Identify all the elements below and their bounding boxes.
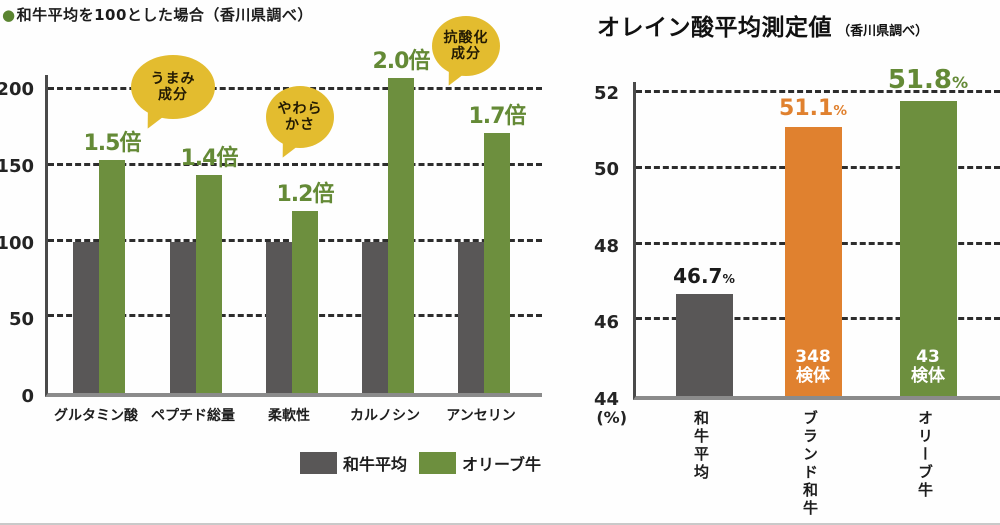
y-tick-label: 200 xyxy=(0,79,34,101)
legend-swatch xyxy=(419,452,457,474)
right-y-axis-ticks: 52 50 48 46 44 xyxy=(585,82,625,410)
legend-label: オリーブ牛 xyxy=(462,455,542,474)
bubble-text-line: 成分 xyxy=(451,46,481,62)
left-chart-panel: ●和牛平均を100とした場合（香川県調べ） 200 150 100 50 0 1.5倍 1… xyxy=(0,0,565,525)
bar-group-3: 1.2倍 xyxy=(266,75,334,393)
right-chart-panel: オレイン酸平均測定値 （香川県調べ） 52 50 48 46 44 46.7% 348 検体… xyxy=(585,0,1000,523)
right-chart-title: オレイン酸平均測定値 （香川県調べ） xyxy=(597,8,928,42)
y-tick-label: 52 xyxy=(593,82,619,104)
right-plot-area: 46.7% 348 検体 51.1% 43 検体 51.8% xyxy=(633,65,1000,400)
right-x-axis-labels: 和牛平均 ブランド和牛 オリーブ牛 xyxy=(633,408,1000,523)
gridline-52 xyxy=(636,90,1000,94)
right-chart-title-text: オレイン酸平均測定値 xyxy=(597,15,832,41)
sample-count-line: 348 xyxy=(795,346,831,367)
green-bullet-icon: ● xyxy=(2,6,16,24)
olive-beef-bar xyxy=(484,132,510,393)
left-x-axis-labels: グルタミン酸 ペプチド総量 柔軟性 カルノシン アンセリン xyxy=(45,405,542,427)
x-axis-label: ペプチド総量 xyxy=(151,408,235,424)
gridline-150 xyxy=(48,162,542,166)
sample-count-line: 検体 xyxy=(796,366,830,387)
speech-bubble: やわら かさ xyxy=(266,86,334,148)
wagyu-average-bar xyxy=(362,241,388,393)
x-axis-label-vertical: 和牛平均 xyxy=(692,410,710,482)
y-tick-label: 150 xyxy=(0,156,34,177)
bar-multiplier-label: 1.4倍 xyxy=(180,145,239,171)
bubble-text-line: かさ xyxy=(285,117,315,133)
legend-swatch xyxy=(300,452,337,474)
olive-beef-bar xyxy=(292,211,318,393)
x-axis-label-vertical: オリーブ牛 xyxy=(916,410,934,500)
measured-value-bar-1 xyxy=(675,293,733,396)
y-tick-label: 100 xyxy=(0,232,34,254)
bar-value-label: 46.7% xyxy=(644,264,764,288)
left-y-axis-ticks: 200 150 100 50 0 xyxy=(0,75,40,407)
wagyu-average-bar xyxy=(170,241,196,393)
value-number: 51.1 xyxy=(779,96,834,122)
percent-sign: % xyxy=(833,103,847,120)
olive-beef-bar xyxy=(196,174,222,393)
x-axis-label: グルタミン酸 xyxy=(54,408,138,424)
y-tick-label: 0 xyxy=(21,386,34,407)
sample-count-line: 検体 xyxy=(911,366,945,387)
bar-multiplier-label: 1.2倍 xyxy=(276,182,335,208)
left-chart-title-text: 和牛平均を100とした場合（香川県調べ） xyxy=(16,6,313,24)
y-tick-label: 46 xyxy=(593,312,619,334)
bar-multiplier-label: 1.5倍 xyxy=(83,130,142,156)
legend-item: オリーブ牛 xyxy=(419,451,541,475)
sample-count-line: 43 xyxy=(916,346,940,367)
value-number: 46.7 xyxy=(673,263,723,288)
bubble-text-line: 成分 xyxy=(158,87,188,103)
x-axis-label: カルノシン xyxy=(350,408,420,424)
legend: 和牛平均 オリーブ牛 xyxy=(300,451,541,475)
y-tick-label: 50 xyxy=(593,159,619,181)
y-tick-label: 48 xyxy=(593,235,619,257)
wagyu-average-bar xyxy=(73,241,99,393)
bar-group-2: 1.4倍 xyxy=(170,75,238,393)
legend-item: 和牛平均 xyxy=(300,451,407,475)
bar-multiplier-label: 1.7倍 xyxy=(468,103,527,129)
percent-sign: % xyxy=(722,270,735,286)
bar-sample-count: 348 検体 xyxy=(785,346,842,387)
value-number: 51.8 xyxy=(887,64,952,95)
speech-bubble: 抗酸化 成分 xyxy=(432,16,500,76)
wagyu-average-bar xyxy=(458,241,484,393)
bar-group-1: 1.5倍 xyxy=(73,75,141,393)
bar-sample-count: 43 検体 xyxy=(900,346,957,387)
bar-value-label: 51.8% xyxy=(868,65,988,95)
speech-bubble: うまみ 成分 xyxy=(131,55,215,119)
percent-sign: % xyxy=(952,72,969,92)
y-tick-label: 50 xyxy=(8,309,34,331)
bubble-text-line: 抗酸化 xyxy=(443,29,489,46)
x-axis-label: アンセリン xyxy=(446,408,516,424)
measured-value-bar-2: 348 検体 xyxy=(784,127,842,396)
x-axis-label: 柔軟性 xyxy=(268,408,310,424)
left-chart-title: ●和牛平均を100とした場合（香川県調べ） xyxy=(2,4,313,25)
bar-group-4: 2.0倍 xyxy=(362,49,430,393)
legend-label: 和牛平均 xyxy=(343,455,408,474)
bar-group-5: 1.7倍 xyxy=(458,75,526,393)
measured-value-bar-3: 43 検体 xyxy=(899,100,957,396)
right-chart-source-note: （香川県調べ） xyxy=(837,24,929,39)
y-axis-unit-label: (%) xyxy=(596,408,627,427)
bubble-text-line: うまみ xyxy=(150,70,196,87)
left-plot-area: 1.5倍 1.4倍 1.2倍 2.0倍 1.7倍 xyxy=(45,49,542,397)
bubble-text-line: やわら xyxy=(277,100,323,117)
x-axis-label-vertical: ブランド和牛 xyxy=(801,410,819,518)
bar-value-label: 51.1% xyxy=(753,96,873,121)
bar-multiplier-label: 2.0倍 xyxy=(372,49,431,75)
y-tick-label: 44 xyxy=(593,389,619,410)
olive-beef-bar xyxy=(388,78,414,393)
wagyu-average-bar xyxy=(266,241,292,393)
olive-beef-bar xyxy=(99,159,125,393)
